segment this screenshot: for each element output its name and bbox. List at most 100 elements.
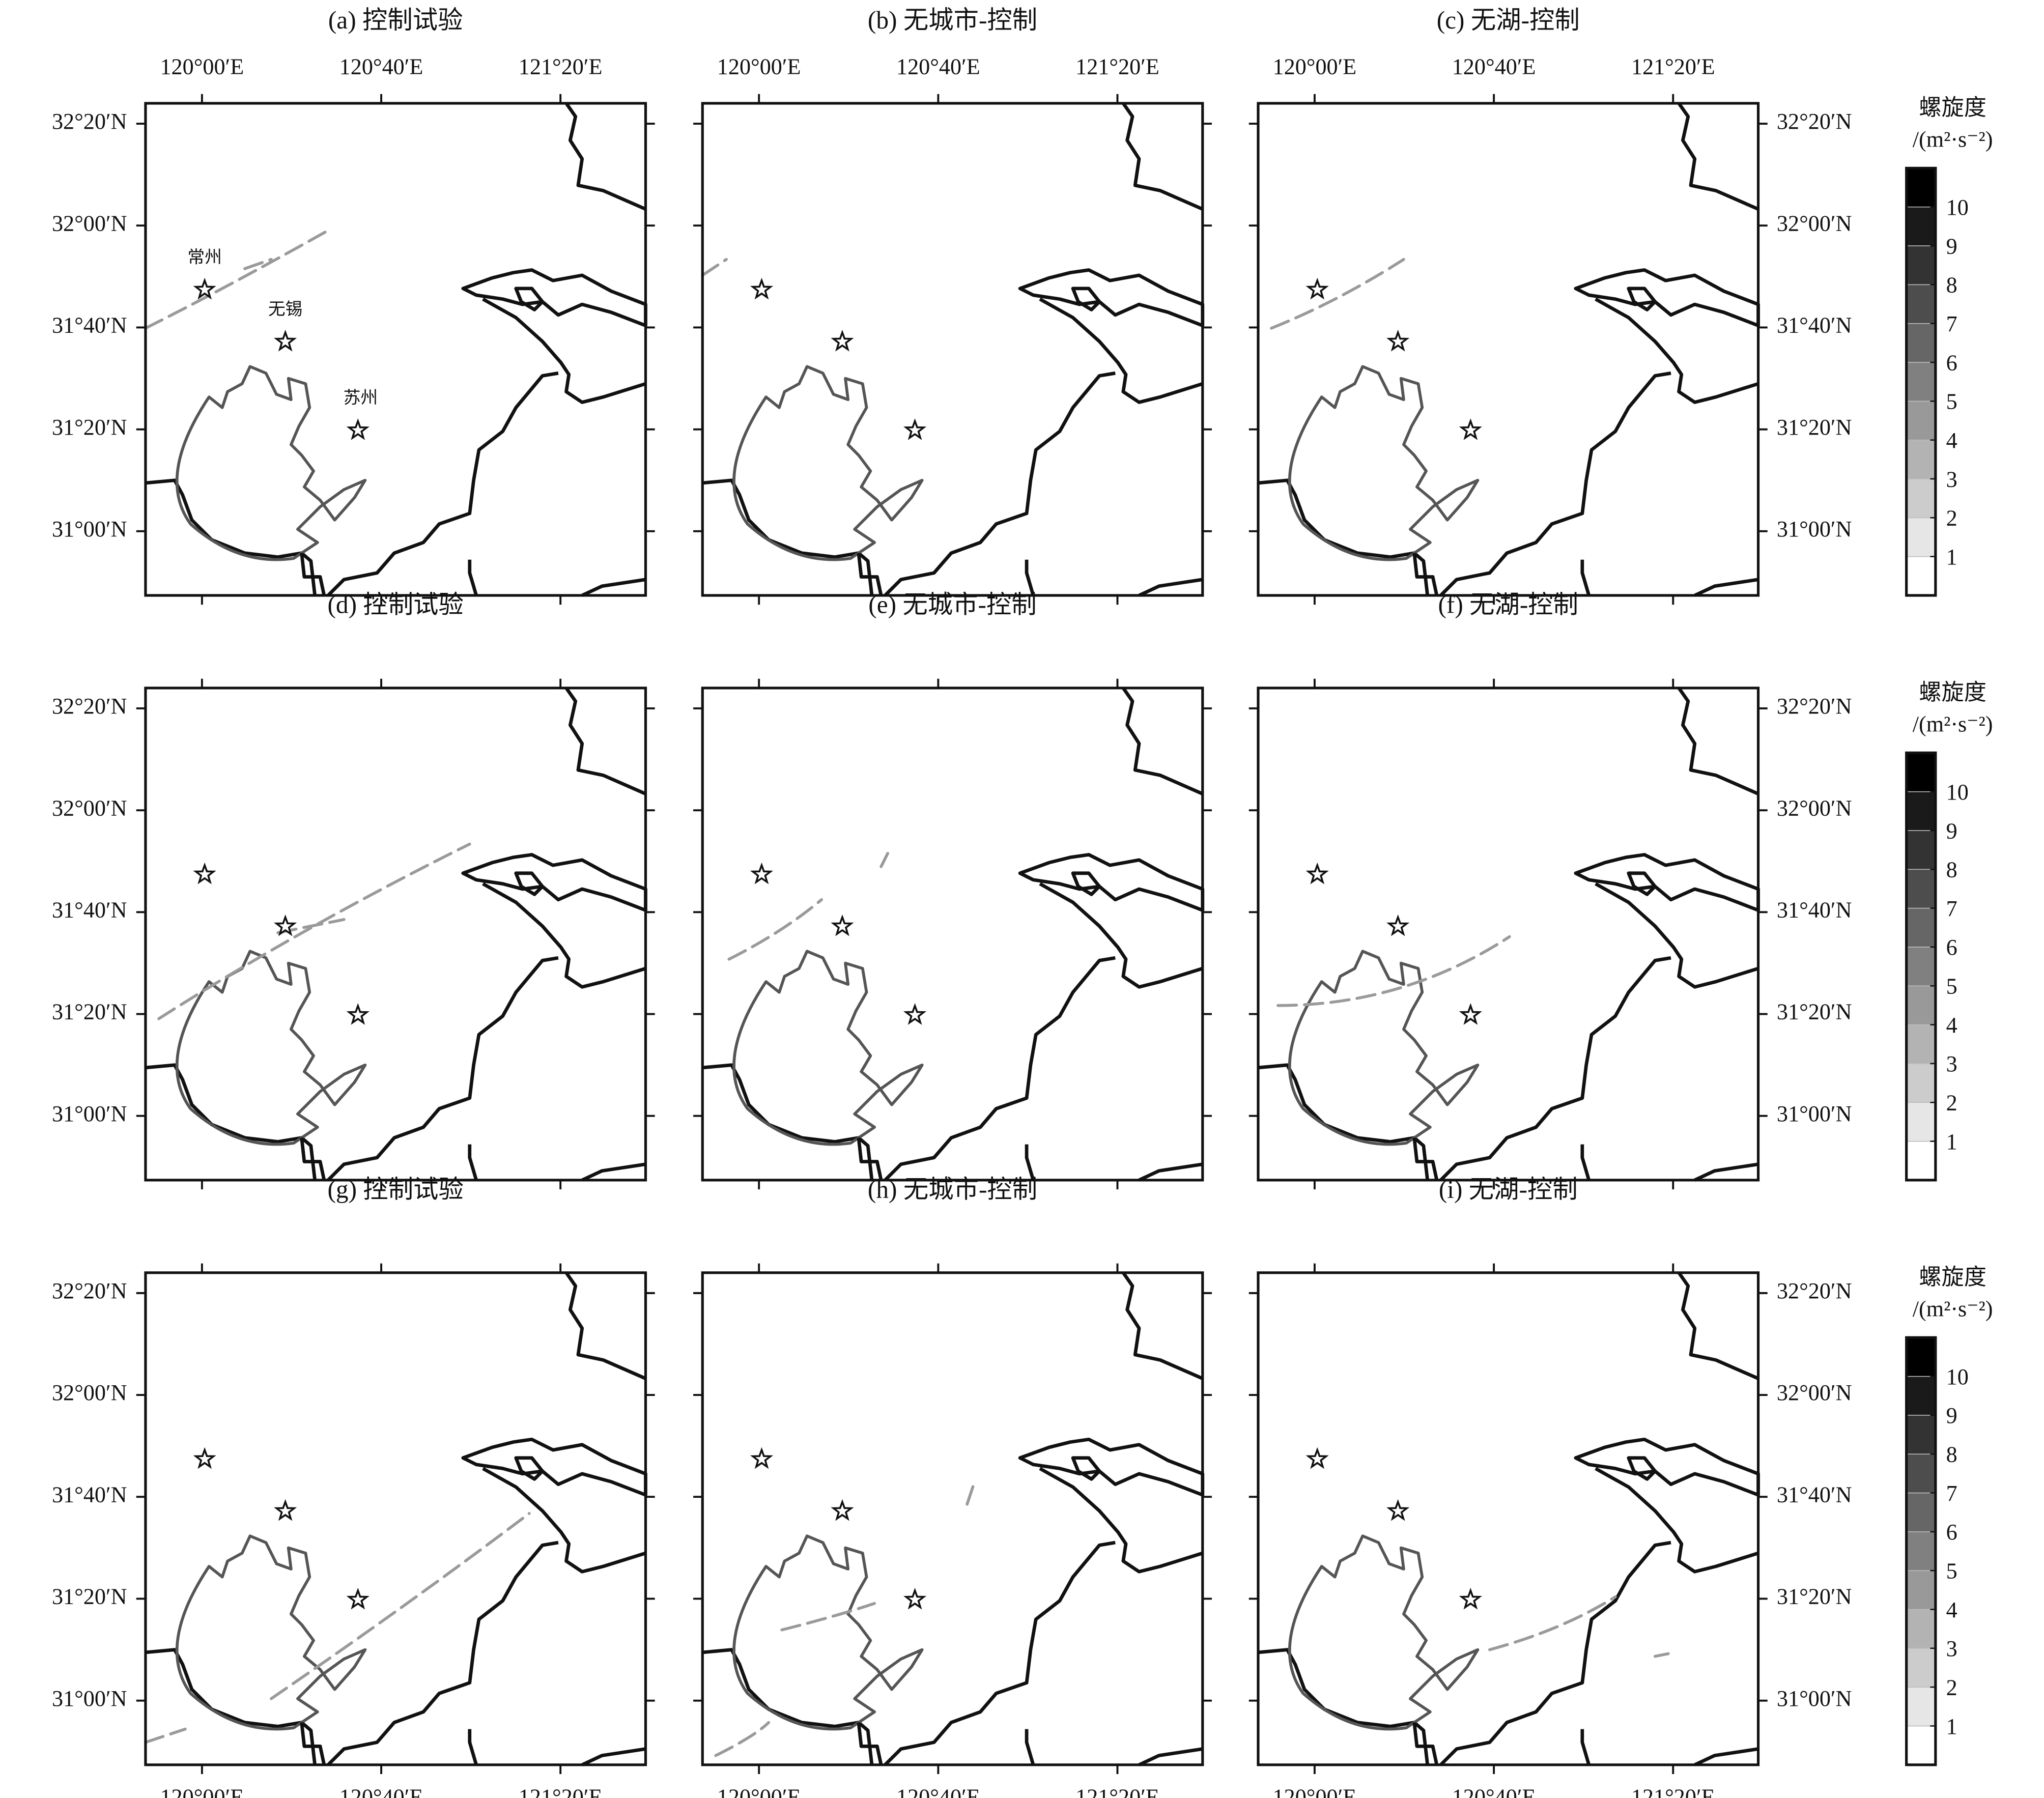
city-marker [752, 864, 772, 883]
colorbar-unit: /(m²·s⁻²) [1913, 127, 1993, 152]
colorbar-band [1906, 1102, 1936, 1142]
city-marker [832, 916, 853, 935]
colorbar-label: 2 [1946, 1091, 1957, 1116]
colorbar-band [1906, 323, 1936, 363]
colorbar-band [1906, 1140, 1936, 1181]
boundaries [702, 1273, 1203, 1765]
lon-label: 120°00′E [717, 54, 801, 79]
city-marker [832, 1501, 853, 1520]
panel-title: (e) 无城市-控制 [868, 591, 1036, 619]
city-marker [348, 1005, 368, 1024]
helicity-streak [270, 1512, 531, 1700]
colorbar-band [1906, 1024, 1936, 1064]
map-panel: (g) 控制试验 120°00′E 120°40′E 121°20′E 32°20′N 3… [52, 1176, 655, 1798]
lat-label: 31°00′N [52, 1101, 127, 1126]
boundaries [702, 103, 1203, 595]
colorbar: 螺旋度 /(m²·s⁻²) 1 2 3 4 5 6 7 8 9 10 [1905, 95, 1993, 597]
colorbar-band [1906, 791, 1936, 831]
lat-label: 32°00′N [52, 211, 127, 236]
lon-label: 120°40′E [1452, 54, 1536, 79]
lon-label: 120°40′E [339, 54, 423, 79]
colorbar-label: 4 [1946, 1013, 1957, 1038]
colorbar: 螺旋度 /(m²·s⁻²) 1 2 3 4 5 6 7 8 9 10 [1905, 1265, 1993, 1766]
panel-title: (a) 控制试验 [328, 6, 463, 34]
helicity-streak [144, 227, 332, 330]
colorbar-frame [1905, 1336, 1937, 1766]
lat-label: 32°00′N [1777, 211, 1852, 236]
lon-label: 120°00′E [717, 1785, 801, 1798]
city-marker [905, 1005, 925, 1024]
lat-label: 31°00′N [52, 1686, 127, 1711]
colorbar-label: 1 [1946, 545, 1957, 569]
lat-label: 32°00′N [1777, 1380, 1852, 1405]
helicity-streak [1270, 258, 1405, 330]
city-marker [348, 420, 368, 439]
colorbar-band [1906, 1492, 1936, 1532]
lon-label: 120°40′E [896, 54, 980, 79]
colorbar-band [1906, 869, 1936, 909]
lat-label: 31°40′N [52, 313, 127, 338]
colorbar-band [1906, 362, 1936, 402]
lon-label: 121°20′E [519, 54, 603, 79]
lon-label: 120°00′E [1273, 54, 1357, 79]
helicity-streak [1488, 1595, 1617, 1651]
lat-label: 31°20′N [52, 415, 127, 440]
boundaries [1258, 1273, 1758, 1765]
colorbar-frame [1905, 166, 1937, 597]
panel-frame [1257, 687, 1760, 1182]
panel-frame [1257, 1271, 1760, 1766]
lat-label: 32°00′N [1777, 795, 1852, 820]
city-marker [1307, 1449, 1327, 1468]
lat-label: 32°00′N [52, 1380, 127, 1405]
colorbar-band [1906, 985, 1936, 1025]
city-marker [194, 864, 215, 883]
panel-title: (b) 无城市-控制 [868, 6, 1037, 34]
lat-label: 31°20′N [1777, 1000, 1852, 1024]
panel-title: (d) 控制试验 [327, 591, 463, 619]
city-marker [348, 1589, 368, 1609]
colorbar-band [1906, 1337, 1936, 1377]
lat-label: 32°20′N [1777, 109, 1852, 134]
city-marker [275, 1501, 295, 1520]
map-panel: (e) 无城市-控制 [693, 591, 1212, 1190]
colorbar-band [1906, 439, 1936, 479]
colorbar-label: 8 [1946, 1442, 1957, 1467]
helicity-streak [966, 1482, 975, 1506]
boundaries [146, 103, 646, 595]
colorbar-band [1906, 1570, 1936, 1610]
colorbar-band [1906, 517, 1936, 557]
city-label: 常州 [187, 247, 222, 267]
city-marker [1388, 1501, 1408, 1520]
city-label: 无锡 [268, 299, 303, 319]
lon-label: 121°20′E [519, 1785, 603, 1798]
colorbar-label: 4 [1946, 428, 1957, 453]
lat-label: 32°20′N [52, 1278, 127, 1303]
colorbar-label: 2 [1946, 506, 1957, 531]
colorbar-band [1906, 1415, 1936, 1454]
colorbar-label: 10 [1946, 780, 1969, 805]
lon-label: 120°00′E [1273, 1785, 1357, 1798]
helicity-streak [1276, 935, 1511, 1007]
helicity-streak [1653, 1652, 1670, 1658]
helicity-streak [879, 851, 890, 868]
colorbar-band [1906, 1453, 1936, 1494]
map-panel: (h) 无城市-控制 120°00′E 120°40′E 121°20′E [693, 1176, 1212, 1798]
panel-title: (i) 无湖-控制 [1439, 1176, 1578, 1204]
colorbar-label: 9 [1946, 818, 1957, 843]
lat-label: 31°40′N [52, 897, 127, 922]
colorbar-label: 9 [1946, 1403, 1957, 1428]
colorbar-title: 螺旋度 [1919, 680, 1986, 705]
colorbar-band [1906, 1725, 1936, 1765]
colorbar-band [1906, 401, 1936, 441]
helicity-streak [727, 898, 824, 961]
panel-frame [701, 1271, 1204, 1766]
colorbar-band [1906, 1376, 1936, 1416]
colorbar-frame [1905, 751, 1937, 1182]
colorbar-band [1906, 830, 1936, 870]
city-marker [1461, 1005, 1481, 1024]
map-panel: (b) 无城市-控制 120°00′E 120°40′E 121°20′E [693, 6, 1212, 605]
lat-label: 32°20′N [1777, 694, 1852, 719]
colorbar-label: 10 [1946, 1364, 1969, 1389]
lat-label: 32°20′N [52, 109, 127, 134]
